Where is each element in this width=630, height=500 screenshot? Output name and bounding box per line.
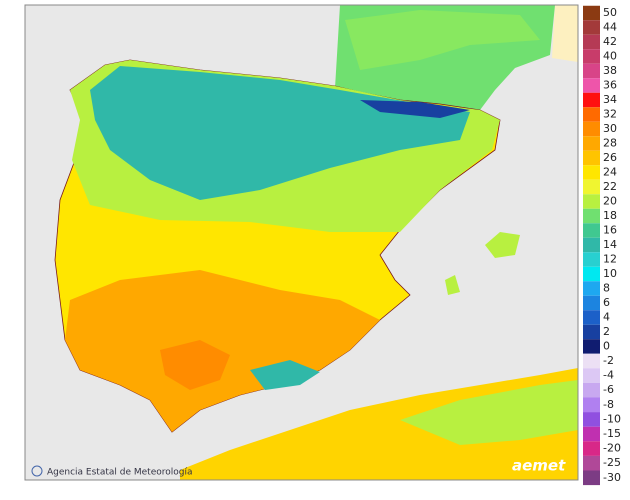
legend: 5044424038363432302826242220181614121086…	[583, 5, 621, 486]
legend-label: 30	[603, 122, 617, 135]
south-warm	[65, 270, 380, 432]
legend-swatch	[583, 455, 600, 471]
legend-swatch	[583, 281, 600, 296]
legend-label: -4	[603, 369, 614, 382]
legend-swatch	[583, 223, 600, 238]
legend-label: 4	[603, 311, 610, 324]
legend-label: -30	[603, 471, 621, 484]
legend-label: 0	[603, 340, 610, 353]
africa	[180, 368, 578, 480]
legend-label: 36	[603, 79, 617, 92]
legend-swatch	[583, 179, 600, 195]
sierra-nevada	[250, 360, 320, 390]
balearic-1	[485, 232, 520, 258]
legend-swatch	[583, 34, 600, 50]
copyright-icon	[31, 465, 43, 477]
legend-label: 38	[603, 64, 617, 77]
legend-label: 10	[603, 267, 617, 280]
land-east	[552, 5, 578, 62]
map: Agencia Estatal de Meteorología aemet	[24, 4, 579, 481]
pyrenees	[360, 100, 470, 118]
legend-swatch	[583, 470, 600, 486]
legend-swatch	[583, 107, 600, 122]
legend-label: 42	[603, 35, 617, 48]
legend-swatch	[583, 310, 600, 325]
legend-label: 26	[603, 151, 617, 164]
legend-label: -6	[603, 383, 614, 396]
legend-swatch	[583, 339, 600, 354]
legend-label: 20	[603, 195, 617, 208]
legend-label: 8	[603, 282, 610, 295]
legend-label: 24	[603, 166, 617, 179]
legend-swatch	[583, 397, 600, 413]
legend-label: 50	[603, 6, 617, 19]
legend-label: -20	[603, 442, 621, 455]
legend-label: -2	[603, 354, 614, 367]
france-detail	[345, 10, 540, 70]
legend-swatch	[583, 63, 600, 79]
legend-swatch	[583, 324, 600, 340]
legend-swatch	[583, 92, 600, 108]
legend-swatch	[583, 426, 600, 442]
legend-label: 6	[603, 296, 610, 309]
legend-label: 44	[603, 21, 617, 34]
balearic-2	[445, 275, 460, 295]
legend-label: -8	[603, 398, 614, 411]
legend-swatch	[583, 368, 600, 383]
legend-swatch	[583, 194, 600, 209]
legend-label: 40	[603, 50, 617, 63]
legend-label: 18	[603, 209, 617, 222]
legend-swatch	[583, 5, 600, 21]
legend-swatch	[583, 150, 600, 166]
legend-label: -25	[603, 456, 621, 469]
legend-label: 2	[603, 325, 610, 338]
legend-swatch	[583, 266, 600, 282]
legend-swatch	[583, 121, 600, 137]
legend-swatch	[583, 295, 600, 311]
legend-label: 12	[603, 253, 617, 266]
legend-swatch	[583, 49, 600, 64]
legend-swatch	[583, 208, 600, 224]
legend-label: 22	[603, 180, 617, 193]
credit: Agencia Estatal de Meteorología	[47, 468, 193, 478]
atlas	[400, 380, 578, 445]
legend-label: 32	[603, 108, 617, 121]
legend-swatch	[583, 237, 600, 253]
legend-swatch	[583, 78, 600, 93]
legend-swatch	[583, 353, 600, 369]
legend-label: 16	[603, 224, 617, 237]
legend-label: 28	[603, 137, 617, 150]
legend-swatch	[583, 441, 600, 456]
legend-swatch	[583, 412, 600, 427]
guadalquivir	[160, 340, 230, 390]
logo: aemet	[512, 457, 566, 475]
legend-swatch	[583, 136, 600, 151]
legend-swatch	[583, 165, 600, 180]
map-frame	[24, 4, 579, 481]
legend-label: 34	[603, 93, 617, 106]
legend-swatch	[583, 20, 600, 35]
legend-swatch	[583, 252, 600, 267]
legend-label: 14	[603, 238, 617, 251]
legend-swatch	[583, 382, 600, 398]
legend-label: -15	[603, 427, 621, 440]
north-cool	[90, 66, 470, 200]
legend-label: -10	[603, 412, 621, 425]
